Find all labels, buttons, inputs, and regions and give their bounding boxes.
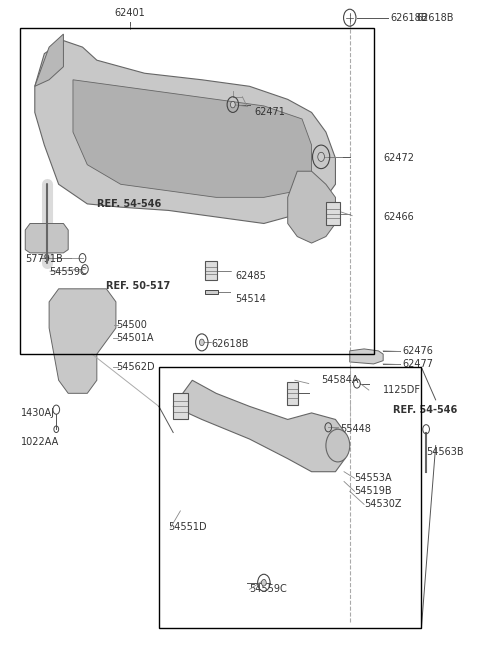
Bar <box>204 290 218 295</box>
Text: 54563B: 54563B <box>426 447 464 457</box>
Polygon shape <box>350 349 383 364</box>
Text: 54500: 54500 <box>116 319 147 330</box>
Text: 54501A: 54501A <box>116 333 154 343</box>
Circle shape <box>199 339 204 346</box>
Text: 1430AJ: 1430AJ <box>21 408 54 418</box>
Bar <box>287 382 299 405</box>
Text: 1125DF: 1125DF <box>383 385 421 395</box>
Text: 54584A: 54584A <box>321 375 359 385</box>
Text: 62472: 62472 <box>383 153 414 163</box>
Text: 62471: 62471 <box>254 108 285 117</box>
Text: 62618B: 62618B <box>211 339 249 350</box>
Text: 54519B: 54519B <box>355 486 392 497</box>
Polygon shape <box>173 380 345 472</box>
Text: 62477: 62477 <box>402 359 433 369</box>
Polygon shape <box>35 41 336 224</box>
Text: 54562D: 54562D <box>116 362 155 372</box>
Bar <box>205 261 217 279</box>
Text: 62618B: 62618B <box>417 12 454 23</box>
Circle shape <box>326 429 350 462</box>
Bar <box>21 28 373 354</box>
Text: 54559C: 54559C <box>250 584 288 594</box>
Text: 1022AA: 1022AA <box>21 438 59 447</box>
Circle shape <box>230 101 235 108</box>
Text: 54551D: 54551D <box>168 522 207 532</box>
Text: 54553A: 54553A <box>355 473 392 483</box>
Polygon shape <box>35 34 63 87</box>
Text: REF. 54-546: REF. 54-546 <box>97 199 161 209</box>
Text: 62466: 62466 <box>383 212 414 222</box>
Circle shape <box>262 579 266 586</box>
Polygon shape <box>25 224 68 253</box>
Text: 54514: 54514 <box>235 294 266 304</box>
Text: 55448: 55448 <box>340 424 371 434</box>
Bar <box>159 367 421 628</box>
Polygon shape <box>288 171 336 243</box>
Text: 62401: 62401 <box>115 8 145 18</box>
Polygon shape <box>49 289 116 394</box>
Polygon shape <box>73 80 312 197</box>
Text: REF. 50-517: REF. 50-517 <box>107 281 170 291</box>
Text: REF. 54-546: REF. 54-546 <box>393 405 457 415</box>
Bar <box>173 394 188 419</box>
Text: 54530Z: 54530Z <box>364 499 402 509</box>
Bar <box>326 202 340 225</box>
Text: 57791B: 57791B <box>25 255 63 264</box>
Circle shape <box>318 152 324 161</box>
Text: 62618B: 62618B <box>390 12 428 23</box>
Text: 62485: 62485 <box>235 271 266 281</box>
Text: 62476: 62476 <box>402 346 433 356</box>
Text: 54559C: 54559C <box>49 268 87 277</box>
